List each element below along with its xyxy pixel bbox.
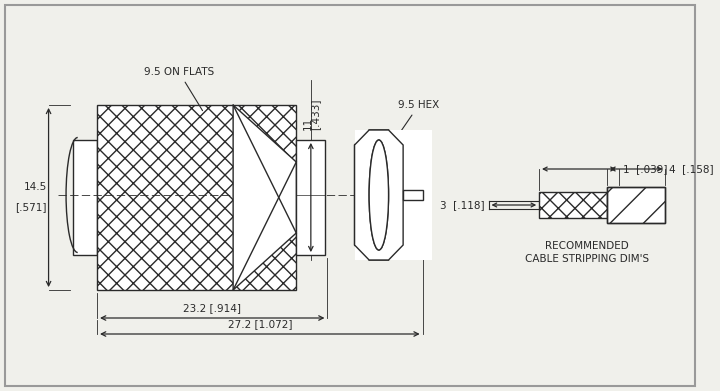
Bar — [403, 190, 423, 200]
Text: 11: 11 — [303, 117, 313, 130]
Text: RECOMMENDED: RECOMMENDED — [545, 241, 629, 251]
Text: [.433]: [.433] — [311, 99, 320, 130]
Text: 3  [.118]: 3 [.118] — [440, 200, 485, 210]
Bar — [296, 140, 325, 255]
Text: CABLE STRIPPING DIM'S: CABLE STRIPPING DIM'S — [525, 254, 649, 264]
Polygon shape — [354, 130, 403, 260]
Text: 14.5: 14.5 — [23, 183, 47, 192]
Polygon shape — [233, 105, 296, 290]
Ellipse shape — [374, 170, 384, 220]
Bar — [354, 130, 432, 260]
Text: 9.5 ON FLATS: 9.5 ON FLATS — [144, 67, 214, 111]
Ellipse shape — [369, 140, 389, 250]
Bar — [539, 192, 607, 218]
Ellipse shape — [369, 140, 389, 250]
Bar — [73, 140, 97, 255]
Text: 1  [.039]: 1 [.039] — [623, 164, 667, 174]
Text: 9.5 HEX: 9.5 HEX — [398, 100, 439, 133]
Text: [.571]: [.571] — [15, 203, 47, 212]
Text: 27.2 [1.072]: 27.2 [1.072] — [228, 319, 292, 329]
Bar — [97, 105, 296, 290]
Text: 23.2 [.914]: 23.2 [.914] — [184, 303, 241, 313]
Bar — [607, 187, 665, 223]
Text: 4  [.158]: 4 [.158] — [670, 164, 714, 174]
Bar — [607, 187, 665, 223]
